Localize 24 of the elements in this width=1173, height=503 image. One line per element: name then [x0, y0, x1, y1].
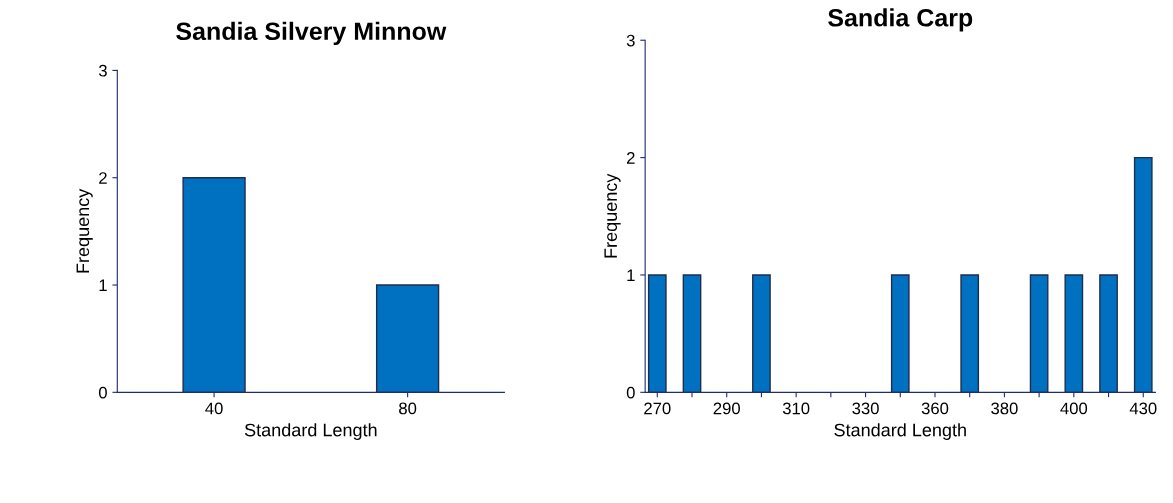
- x-tick-label: 380: [991, 402, 1018, 415]
- x-tick-label: 400: [1060, 402, 1088, 415]
- y-tick-label: 2: [99, 172, 107, 184]
- x-axis-title: Standard Length: [834, 423, 966, 440]
- y-axis-title: Frequency: [76, 188, 93, 273]
- x-tick-label: 330: [852, 402, 879, 415]
- y-tick-label: 1: [99, 279, 107, 292]
- x-tick-label: 360: [921, 402, 949, 415]
- y-tick-label: 2: [627, 152, 635, 164]
- y-axis-title: Frequency: [604, 173, 621, 258]
- x-tick-label: 80: [399, 402, 417, 415]
- chart-title: Sandia Silvery Minnow: [176, 21, 447, 46]
- chart-title: Sandia Carp: [828, 8, 973, 32]
- x-axis-title: Standard Length: [244, 423, 377, 440]
- x-tick-label: 290: [713, 402, 740, 415]
- x-tick-label: 430: [1129, 402, 1157, 415]
- y-tick-label: 0: [98, 386, 107, 399]
- y-tick-label: 1: [627, 269, 635, 282]
- x-tick-label: 270: [644, 402, 671, 415]
- x-tick-label: 310: [782, 402, 810, 415]
- y-tick-label: 3: [626, 34, 635, 47]
- y-tick-label: 0: [626, 386, 635, 399]
- x-tick-label: 40: [205, 402, 223, 415]
- y-tick-label: 3: [98, 64, 107, 77]
